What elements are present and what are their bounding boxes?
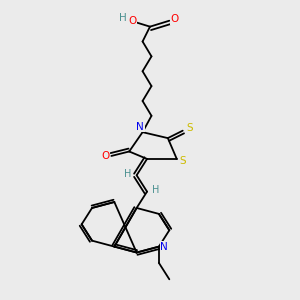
Text: H: H (119, 13, 127, 23)
Text: S: S (179, 156, 186, 166)
Text: O: O (101, 151, 110, 161)
Text: H: H (152, 185, 160, 195)
Text: N: N (160, 242, 168, 252)
Text: H: H (124, 169, 131, 179)
Text: S: S (186, 123, 193, 133)
Text: O: O (128, 16, 136, 26)
Text: N: N (136, 122, 144, 132)
Text: O: O (170, 14, 179, 24)
